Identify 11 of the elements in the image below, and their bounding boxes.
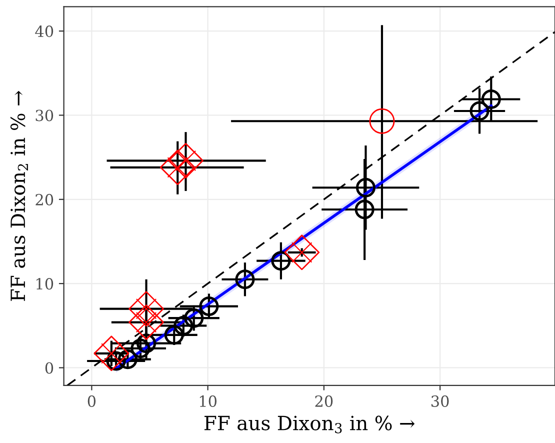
x-tick-label: 0	[88, 395, 96, 407]
y-tick-label: 40	[35, 26, 54, 38]
x-tick-label: 20	[315, 395, 333, 407]
y-tick-label: 0	[45, 362, 54, 374]
y-tick-label: 20	[36, 194, 54, 206]
y-tick-label: 30	[36, 110, 54, 122]
x-axis-title: FF aus Dixon$_{3}$ in % →	[204, 416, 415, 434]
y-tick-label: 10	[36, 278, 54, 290]
x-tick-label: 30	[431, 395, 449, 407]
y-axis-title: FF aus Dixon$_{2}$ in % →	[10, 90, 28, 301]
x-tick-label: 10	[200, 395, 217, 407]
